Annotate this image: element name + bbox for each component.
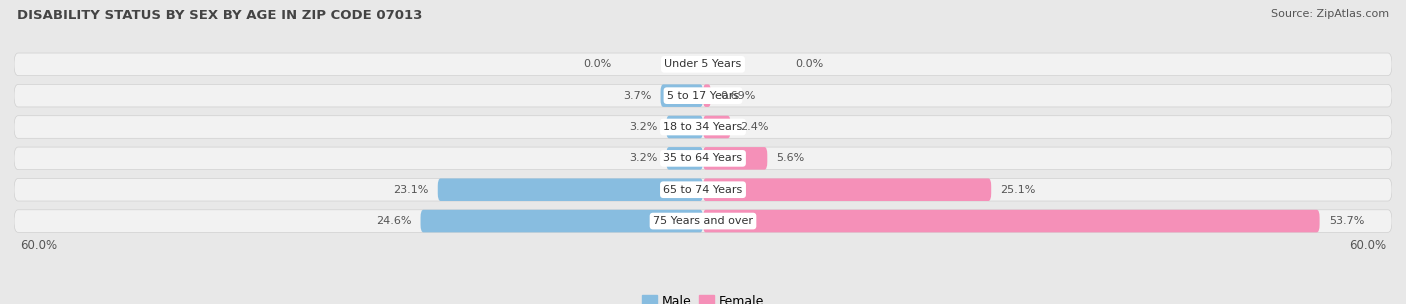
FancyBboxPatch shape [666,147,703,170]
Text: 24.6%: 24.6% [375,216,412,226]
FancyBboxPatch shape [14,53,1392,76]
Text: 60.0%: 60.0% [20,239,56,252]
FancyBboxPatch shape [703,147,768,170]
Text: 75 Years and over: 75 Years and over [652,216,754,226]
Text: 0.69%: 0.69% [720,91,755,101]
Text: 18 to 34 Years: 18 to 34 Years [664,122,742,132]
FancyBboxPatch shape [14,210,1392,232]
FancyBboxPatch shape [666,116,703,138]
FancyBboxPatch shape [703,116,731,138]
FancyBboxPatch shape [420,210,703,232]
Text: Under 5 Years: Under 5 Years [665,59,741,69]
FancyBboxPatch shape [703,178,991,201]
Text: 3.2%: 3.2% [628,153,657,163]
Text: Source: ZipAtlas.com: Source: ZipAtlas.com [1271,9,1389,19]
Text: 2.4%: 2.4% [740,122,768,132]
Text: 60.0%: 60.0% [1350,239,1386,252]
Text: 35 to 64 Years: 35 to 64 Years [664,153,742,163]
FancyBboxPatch shape [703,210,1320,232]
FancyBboxPatch shape [14,178,1392,201]
Text: 65 to 74 Years: 65 to 74 Years [664,185,742,195]
Text: 25.1%: 25.1% [1001,185,1036,195]
FancyBboxPatch shape [14,85,1392,107]
Text: 53.7%: 53.7% [1329,216,1364,226]
Text: 3.7%: 3.7% [623,91,651,101]
Text: 0.0%: 0.0% [583,59,612,69]
Text: 5.6%: 5.6% [776,153,804,163]
Text: 5 to 17 Years: 5 to 17 Years [666,91,740,101]
Text: 0.0%: 0.0% [794,59,823,69]
FancyBboxPatch shape [14,116,1392,138]
FancyBboxPatch shape [661,85,703,107]
FancyBboxPatch shape [14,147,1392,170]
FancyBboxPatch shape [437,178,703,201]
Legend: Male, Female: Male, Female [637,290,769,304]
Text: DISABILITY STATUS BY SEX BY AGE IN ZIP CODE 07013: DISABILITY STATUS BY SEX BY AGE IN ZIP C… [17,9,422,22]
Text: 23.1%: 23.1% [394,185,429,195]
Text: 3.2%: 3.2% [628,122,657,132]
FancyBboxPatch shape [703,85,711,107]
